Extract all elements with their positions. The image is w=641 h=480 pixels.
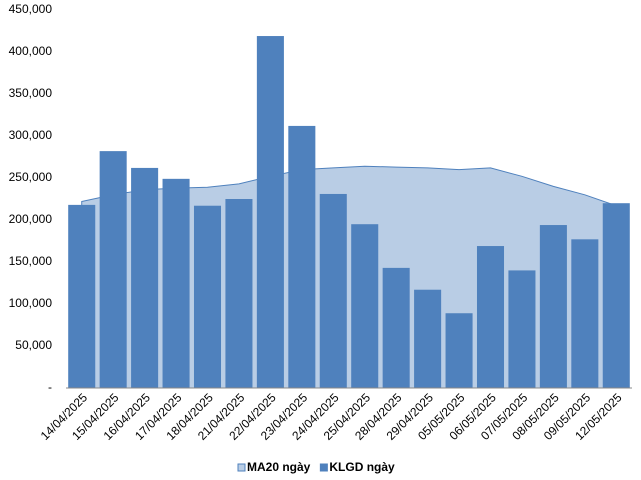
- bar: [476, 246, 505, 388]
- bar: [319, 193, 347, 388]
- bar: [256, 36, 284, 388]
- bar: [162, 178, 190, 388]
- y-tick-label: 200,000: [9, 212, 53, 226]
- legend-swatch: [319, 463, 328, 472]
- legend-label: MA20 ngày: [247, 460, 311, 474]
- bar: [99, 151, 127, 388]
- bar: [445, 313, 473, 388]
- bar: [131, 167, 159, 388]
- legend-swatch: [237, 463, 246, 472]
- bar: [571, 239, 599, 388]
- bar: [225, 199, 253, 388]
- legend-label: KLGD ngày: [329, 460, 395, 474]
- bar: [193, 205, 222, 388]
- y-tick-label: 100,000: [9, 296, 53, 310]
- y-tick-label: -: [48, 380, 52, 394]
- bar: [414, 289, 442, 388]
- bar: [602, 203, 630, 388]
- bar: [68, 204, 96, 388]
- y-tick-label: 50,000: [15, 338, 52, 352]
- y-tick-label: 400,000: [9, 44, 53, 58]
- bar: [382, 267, 410, 388]
- y-tick-label: 450,000: [9, 2, 53, 16]
- area: [81, 165, 617, 389]
- bar: [288, 125, 316, 389]
- y-tick-label: 250,000: [9, 170, 53, 184]
- bar: [351, 224, 379, 388]
- bar: [539, 225, 567, 388]
- y-tick-label: 150,000: [9, 254, 53, 268]
- y-tick-label: 300,000: [9, 128, 53, 142]
- bar: [508, 270, 536, 388]
- y-tick-label: 350,000: [9, 86, 53, 100]
